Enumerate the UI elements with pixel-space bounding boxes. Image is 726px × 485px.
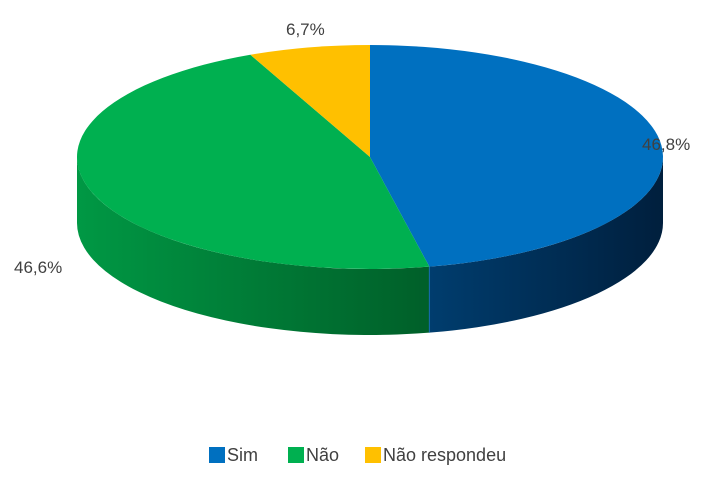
legend-item-sim: Sim <box>209 445 258 465</box>
legend-swatch-nao-respondeu <box>365 447 381 463</box>
data-labels: 46,8% 46,6% 6,7% <box>14 20 690 277</box>
pie-side-sim <box>429 157 663 333</box>
pie-slice-nao-respondeu <box>250 45 370 157</box>
data-label-nao-respondeu: 6,7% <box>286 20 325 39</box>
legend-swatch-nao <box>288 447 304 463</box>
data-label-nao: 46,6% <box>14 258 62 277</box>
legend-label-nao: Não <box>306 445 339 465</box>
pie-slice-sim <box>370 45 663 267</box>
legend: Sim Não Não respondeu <box>209 445 506 465</box>
pie-side-nao <box>77 157 430 335</box>
legend-item-nao: Não <box>288 445 339 465</box>
legend-label-nao-respondeu: Não respondeu <box>383 445 506 465</box>
pie-slice-nao <box>77 54 430 269</box>
pie-sides <box>77 157 663 335</box>
data-label-sim: 46,8% <box>642 135 690 154</box>
pie-tops <box>77 45 663 269</box>
legend-swatch-sim <box>209 447 225 463</box>
legend-item-nao-respondeu: Não respondeu <box>365 445 506 465</box>
legend-label-sim: Sim <box>227 445 258 465</box>
